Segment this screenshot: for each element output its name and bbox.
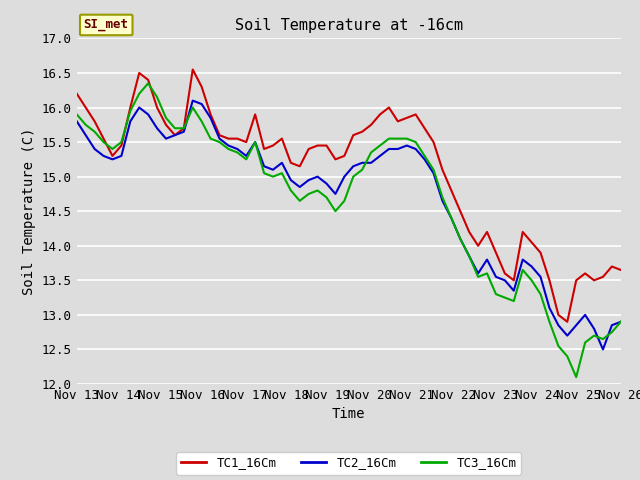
- Legend: TC1_16Cm, TC2_16Cm, TC3_16Cm: TC1_16Cm, TC2_16Cm, TC3_16Cm: [176, 452, 522, 475]
- Text: SI_met: SI_met: [84, 18, 129, 32]
- X-axis label: Time: Time: [332, 408, 365, 421]
- Y-axis label: Soil Temperature (C): Soil Temperature (C): [22, 128, 36, 295]
- Title: Soil Temperature at -16cm: Soil Temperature at -16cm: [235, 18, 463, 33]
